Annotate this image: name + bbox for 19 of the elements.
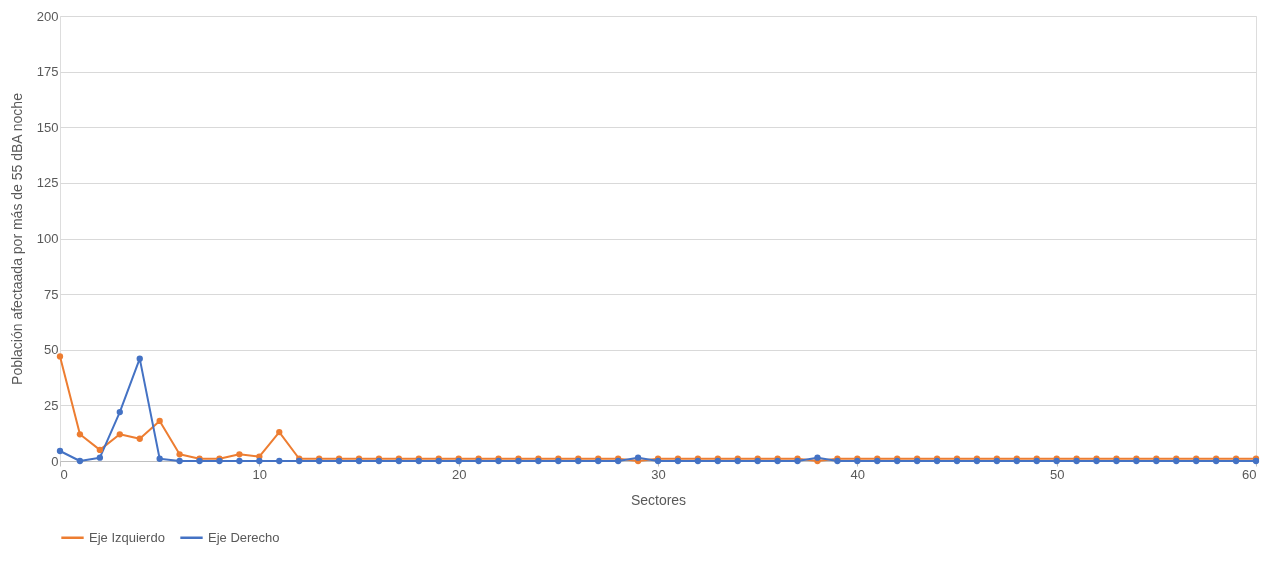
y-tick-label: 100 (36, 231, 59, 246)
x-tick-label: 50 (1049, 466, 1065, 482)
x-tick-label: 10 (252, 466, 268, 482)
y-tick-label: 25 (44, 397, 59, 413)
x-axis-title: Sectores (630, 491, 687, 508)
y-axis-title: Población afectaada por más de 55 dBA noche (8, 92, 25, 385)
y-tick-label: 150 (36, 119, 59, 135)
x-tick-label: 30 (651, 466, 666, 482)
x-tick-label: 20 (451, 466, 467, 482)
y-tick-label: 175 (36, 64, 59, 80)
y-tick-label: 125 (36, 175, 59, 191)
y-tick-label: 75 (44, 286, 59, 302)
x-tick-label: 60 (1242, 466, 1257, 482)
x-tick-label: 40 (850, 466, 866, 482)
y-tick-label: 0 (51, 453, 59, 469)
y-tick-label: 50 (44, 342, 59, 358)
legend-label: Eje Derecho (208, 529, 280, 545)
legend-label: Eje Izquierdo (89, 529, 165, 545)
y-tick-label: 200 (36, 8, 59, 24)
